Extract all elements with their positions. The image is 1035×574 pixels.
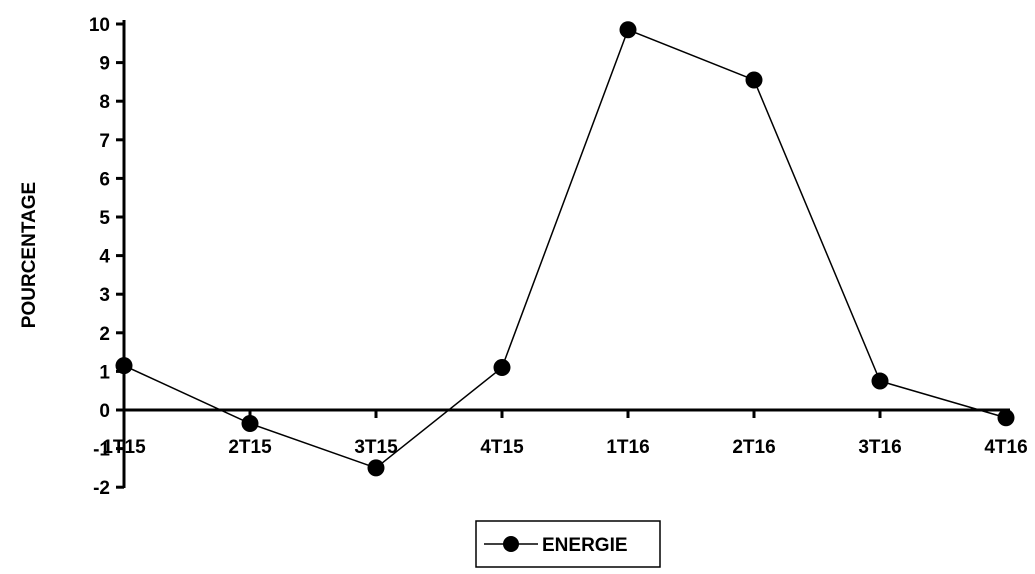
data-point-2t15 (241, 415, 259, 433)
legend: ENERGIE (475, 520, 661, 568)
x-tick-label: 2T16 (732, 437, 775, 458)
x-ticks: 1T15 2T15 3T15 4T15 1T16 2T16 3T16 4T16 (102, 410, 1028, 458)
x-tick-label: 4T15 (480, 437, 524, 458)
y-tick-label: 6 (99, 169, 110, 190)
y-tick-label: 10 (89, 15, 110, 36)
data-point-3t16 (871, 372, 889, 390)
x-tick-label: 1T15 (102, 437, 146, 458)
y-axis-title: POURCENTAGE (19, 182, 40, 328)
y-tick-label: 1 (99, 362, 110, 383)
y-tick-label: 8 (99, 92, 110, 113)
y-tick-label: 2 (99, 324, 110, 345)
x-tick-label: 3T15 (354, 437, 398, 458)
x-tick-label: 3T16 (858, 437, 901, 458)
x-tick-label: 4T16 (984, 437, 1027, 458)
data-point-4t15 (493, 359, 511, 377)
y-tick-label: 9 (99, 54, 110, 75)
y-tick-label: 5 (99, 208, 110, 229)
data-point-2t16 (745, 71, 763, 89)
x-tick-label: 1T16 (606, 437, 649, 458)
y-tick-label: 3 (99, 285, 110, 306)
y-ticks: -2 -1 0 1 2 3 4 5 6 7 8 9 10 (89, 15, 124, 499)
series-points-energie (115, 21, 1015, 477)
data-point-3t15 (367, 459, 385, 477)
series-energie (115, 21, 1015, 477)
data-point-1t15 (115, 357, 133, 375)
series-line-energie (123, 28, 1007, 469)
legend-label-energie: ENERGIE (542, 535, 628, 556)
y-tick-label: -1 (93, 440, 110, 461)
data-point-1t16 (619, 21, 637, 39)
y-tick-label: 0 (99, 401, 110, 422)
y-tick-label: -2 (93, 478, 110, 499)
legend-marker-sample (503, 536, 519, 552)
data-point-4t16 (997, 409, 1015, 427)
y-tick-label: 7 (99, 131, 110, 152)
y-tick-label: 4 (99, 247, 110, 268)
x-tick-label: 2T15 (228, 437, 272, 458)
